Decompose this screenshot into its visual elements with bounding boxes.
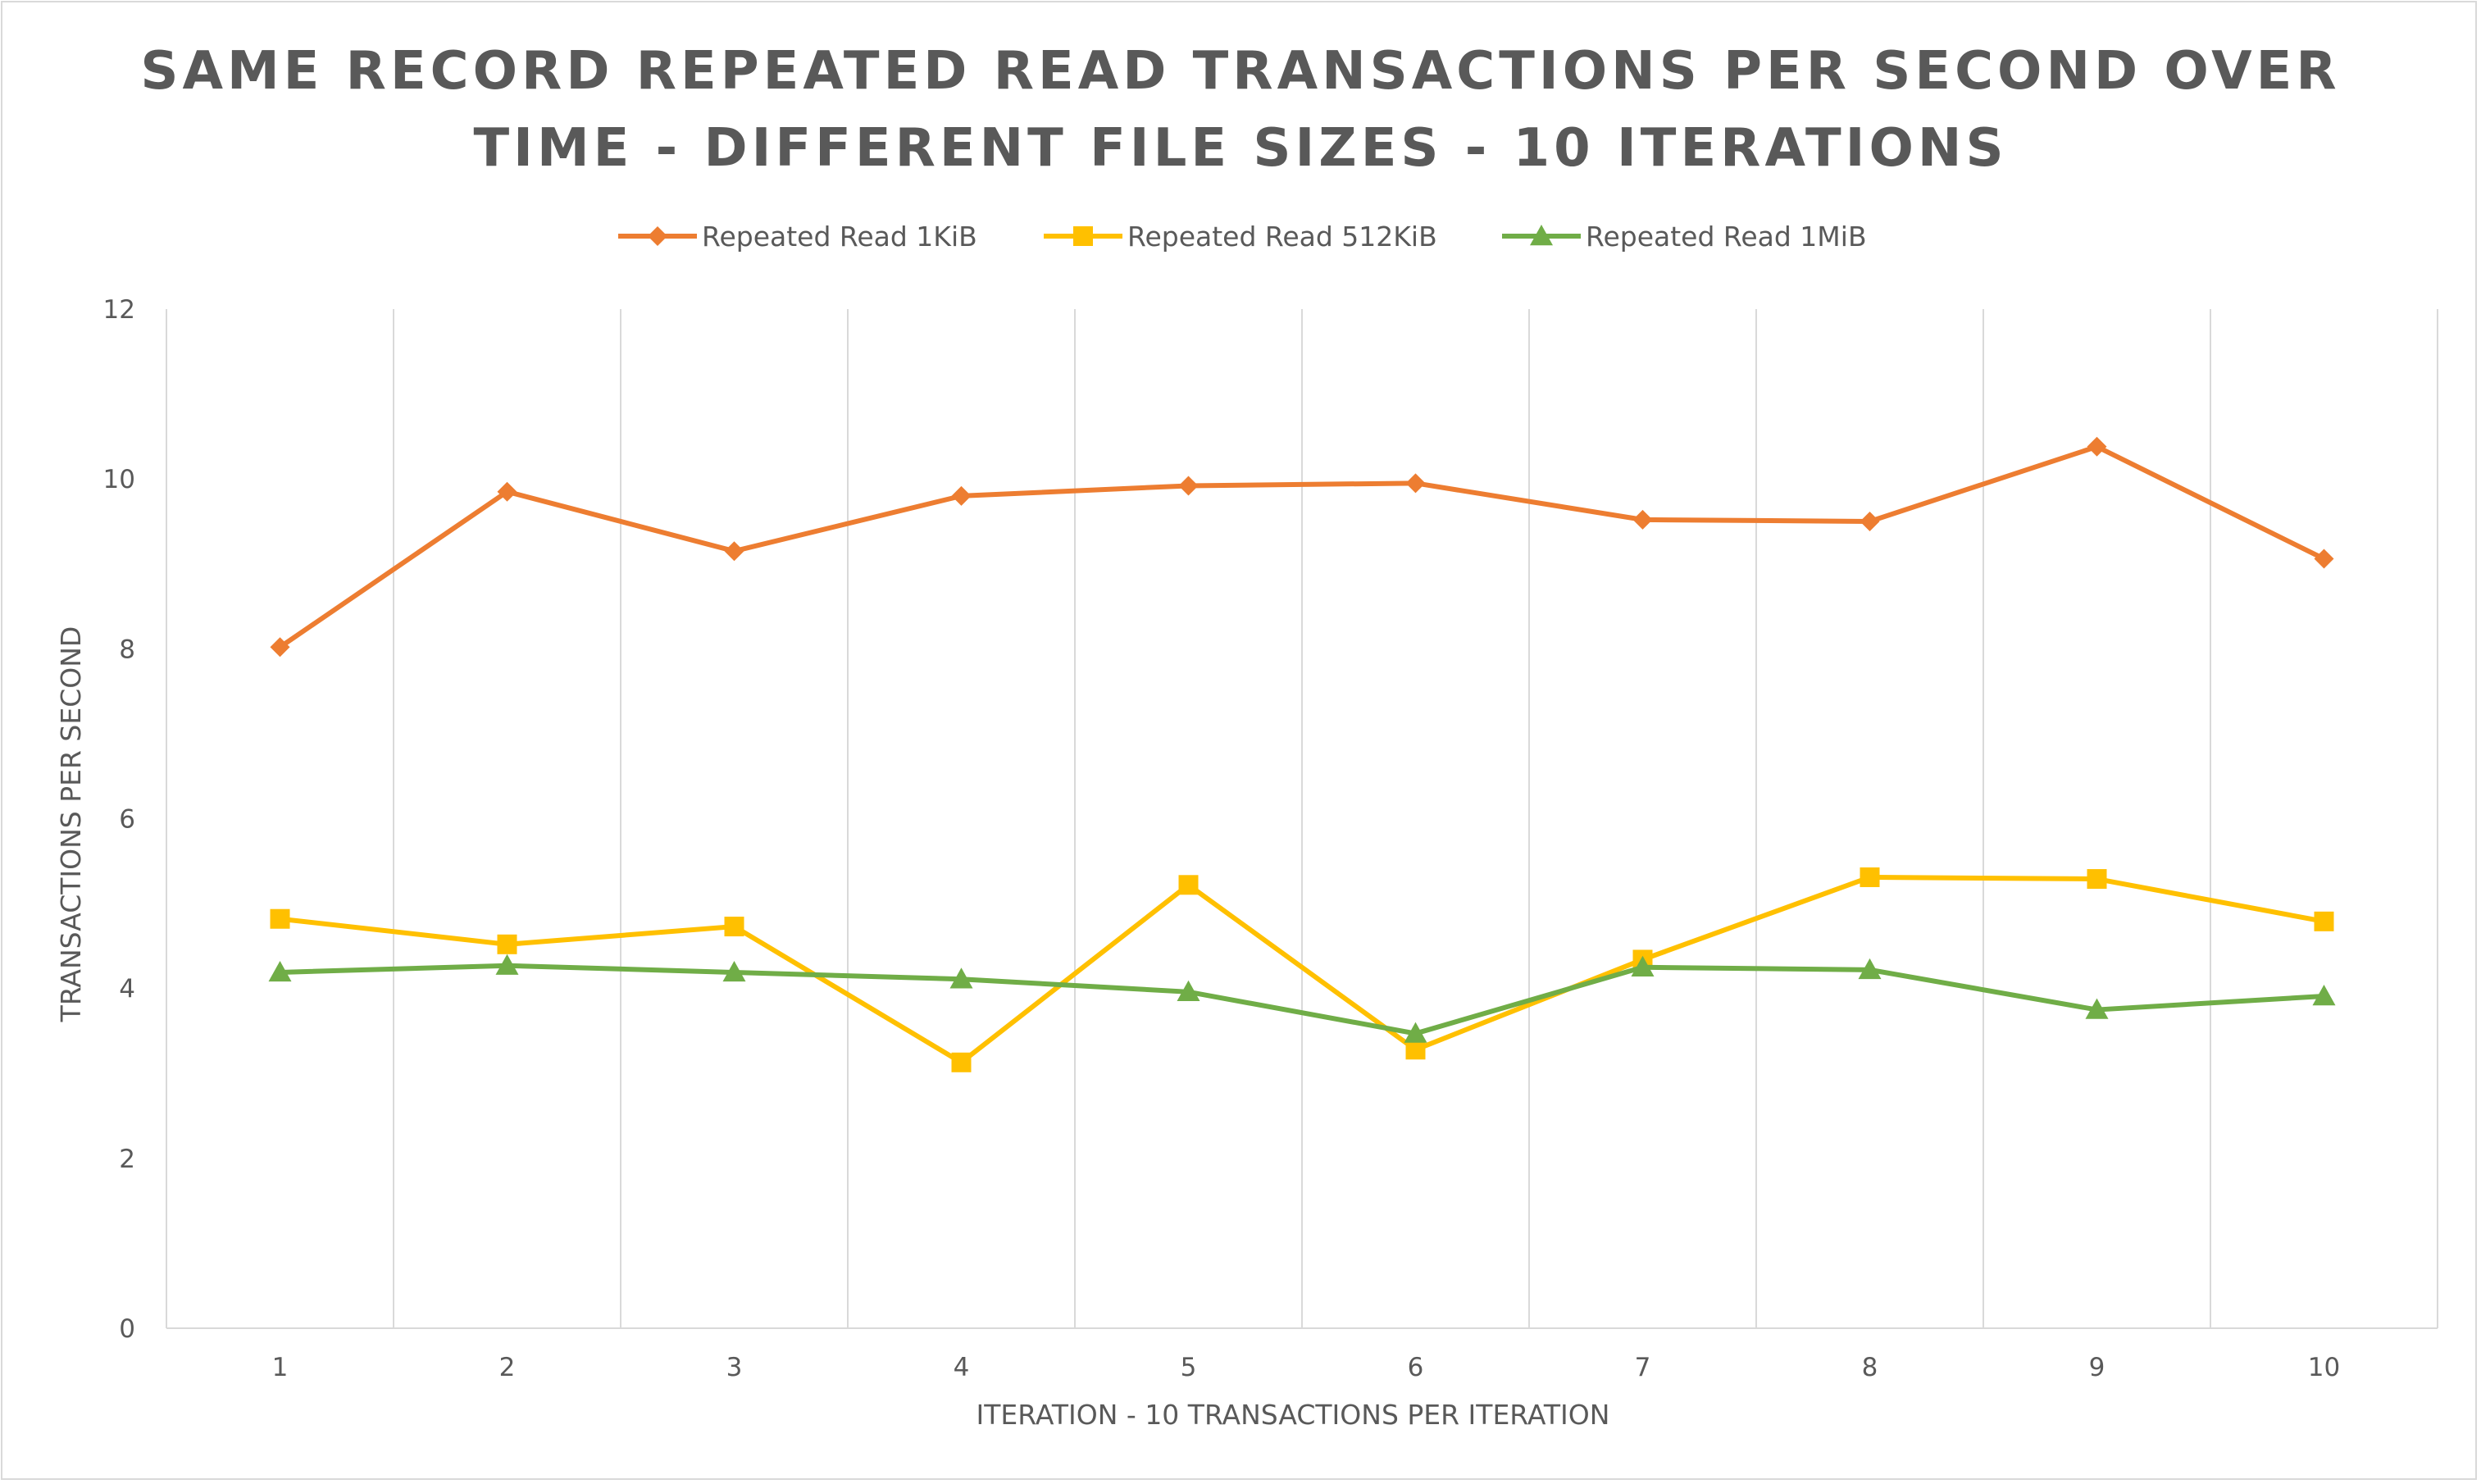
legend-swatch-marker (1073, 226, 1093, 246)
data-point (497, 934, 517, 954)
data-point (270, 908, 290, 929)
series-1 (270, 436, 2334, 658)
data-point (268, 960, 292, 982)
legend-item: Repeated Read 512KiB (1044, 221, 1437, 253)
data-point (1858, 958, 1882, 980)
legend-label: Repeated Read 512KiB (1127, 221, 1437, 253)
x-tick-label: 5 (1181, 1353, 1197, 1382)
series-2 (270, 867, 2334, 1072)
chart-title-line-1: SAME RECORD REPEATED READ TRANSACTIONS P… (140, 41, 2341, 102)
data-point (1404, 1022, 1427, 1043)
data-point (495, 954, 519, 975)
data-point (2087, 869, 2107, 890)
x-tick-label: 2 (499, 1353, 516, 1382)
data-point (1405, 473, 1426, 494)
data-point (270, 637, 290, 658)
data-point (2314, 549, 2334, 569)
y-tick-label: 10 (103, 465, 135, 494)
data-point (1177, 980, 1200, 1002)
x-tick-label: 3 (726, 1353, 743, 1382)
x-tick-label: 8 (1862, 1353, 1878, 1382)
data-point (722, 960, 746, 982)
series-line (277, 874, 2327, 1065)
data-point (1178, 476, 1199, 496)
data-point (2085, 998, 2109, 1019)
series-line (277, 444, 2327, 650)
series-layer (268, 436, 2336, 1072)
legend-label: Repeated Read 1MiB (1586, 221, 1867, 253)
x-tick-label: 1 (272, 1353, 289, 1382)
x-axis-title: ITERATION - 10 TRANSACTIONS PER ITERATIO… (976, 1399, 1610, 1431)
legend-swatch-marker (648, 226, 667, 246)
data-point (724, 917, 744, 937)
x-tick-label: 4 (954, 1353, 970, 1382)
data-point (1860, 867, 1880, 887)
series-3 (268, 954, 2336, 1043)
data-point (2314, 911, 2334, 931)
y-tick-label: 4 (119, 975, 135, 1004)
chart-title: SAME RECORD REPEATED READ TRANSACTIONS P… (0, 33, 2481, 187)
legend-label: Repeated Read 1KiB (702, 221, 977, 253)
y-tick-label: 0 (119, 1314, 135, 1344)
data-point (1631, 955, 1655, 976)
y-axis-title: TRANSACTIONS PER SECOND (55, 626, 87, 1023)
grid-layer (166, 309, 2438, 1328)
legend-swatch-marker (1530, 225, 1553, 246)
x-tick-label: 7 (1635, 1353, 1651, 1382)
chart-title-line-2: TIME - DIFFERENT FILE SIZES - 10 ITERATI… (473, 118, 2008, 179)
series-line (277, 963, 2327, 1036)
y-tick-label: 12 (103, 295, 135, 325)
data-point (1632, 509, 1653, 530)
data-point (949, 967, 973, 989)
legend-item: Repeated Read 1KiB (618, 221, 977, 253)
x-tick-label: 10 (2308, 1353, 2340, 1382)
data-point (951, 1052, 972, 1072)
data-point (2087, 436, 2107, 457)
legend: Repeated Read 1KiB Repeated Read 512KiB Re… (618, 221, 1867, 253)
data-point (497, 481, 517, 502)
data-point (1860, 511, 1880, 531)
data-point (951, 485, 972, 506)
x-tick-label: 9 (2089, 1353, 2105, 1382)
y-tick-label: 8 (119, 635, 135, 664)
data-point (1178, 875, 1199, 895)
x-tick-label: 6 (1408, 1353, 1424, 1382)
data-point (724, 541, 744, 562)
legend-item: Repeated Read 1MiB (1502, 221, 1867, 253)
y-tick-label: 6 (119, 805, 135, 835)
data-point (1405, 1040, 1426, 1060)
y-tick-label: 2 (119, 1145, 135, 1174)
data-point (2312, 984, 2336, 1006)
